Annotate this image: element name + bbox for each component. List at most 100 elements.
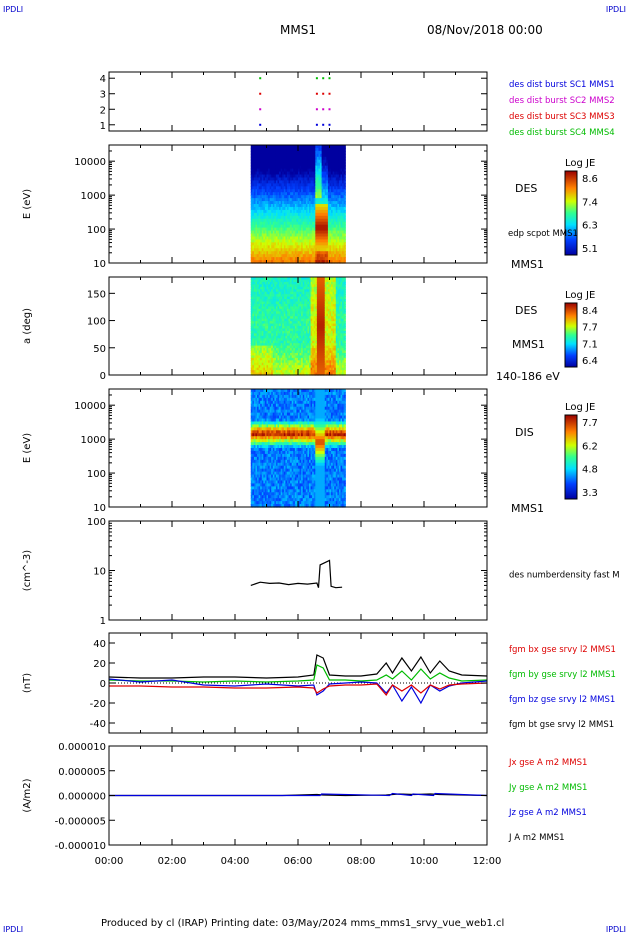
- heatmap-cell: [258, 257, 261, 261]
- heatmap-cell: [250, 284, 253, 288]
- heatmap-cell: [288, 180, 291, 184]
- heatmap-cell: [282, 221, 285, 226]
- heatmap-cell: [326, 257, 329, 261]
- heatmap-cell: [329, 195, 332, 199]
- heatmap-cell: [310, 224, 313, 229]
- heatmap-cell: [293, 168, 296, 173]
- heatmap-cell: [271, 209, 274, 214]
- heatmap-cell: [253, 338, 257, 342]
- heatmap-cell: [334, 150, 337, 155]
- heatmap-cell: [343, 242, 346, 246]
- heatmap-cell: [301, 281, 304, 285]
- heatmap-cell: [323, 177, 326, 181]
- heatmap-cell: [332, 308, 335, 312]
- heatmap-cell: [260, 212, 263, 217]
- heatmap-cell: [302, 335, 305, 339]
- heatmap-cell: [255, 153, 258, 158]
- heatmap-cell: [279, 357, 282, 361]
- heatmap-cell: [279, 221, 282, 226]
- heatmap-cell: [250, 367, 253, 371]
- heatmap-cell: [264, 177, 268, 181]
- heatmap-cell: [337, 345, 340, 349]
- heatmap-cell: [304, 357, 307, 361]
- heatmap-cell: [304, 294, 307, 298]
- heatmap-cell: [266, 360, 269, 364]
- heatmap-cell: [269, 251, 272, 255]
- heatmap-cell: [335, 180, 338, 184]
- heatmap-cell: [290, 308, 293, 312]
- heatmap-cell: [298, 338, 301, 342]
- heatmap-cell: [277, 333, 280, 337]
- heatmap-cell: [304, 291, 307, 295]
- heatmap-cell: [260, 345, 263, 349]
- heatmap-cell: [310, 318, 313, 322]
- heatmap-cell: [283, 284, 286, 288]
- heatmap-cell: [272, 299, 275, 303]
- heatmap-cell: [323, 311, 326, 315]
- heatmap-cell: [313, 323, 316, 327]
- heatmap-cell: [285, 242, 288, 246]
- heatmap-cell: [263, 204, 266, 208]
- heatmap-cell: [261, 204, 264, 208]
- heatmap-cell: [258, 360, 261, 364]
- heatmap-cell: [269, 168, 272, 173]
- heatmap-cell: [316, 177, 320, 181]
- heatmap-cell: [301, 218, 304, 223]
- heatmap-cell: [305, 294, 309, 298]
- heatmap-cell: [305, 145, 309, 149]
- heatmap-cell: [268, 289, 271, 293]
- heatmap-cell: [264, 165, 268, 170]
- heatmap-cell: [299, 291, 302, 295]
- heatmap-cell: [332, 306, 335, 310]
- heatmap-cell: [305, 171, 309, 176]
- heatmap-cell: [343, 174, 346, 179]
- heatmap-cell: [307, 177, 310, 181]
- heatmap-cell: [275, 260, 279, 264]
- heatmap-cell: [313, 224, 316, 229]
- heatmap-cell: [274, 326, 277, 330]
- heatmap-cell: [320, 204, 323, 208]
- heatmap-cell: [305, 150, 309, 155]
- heatmap-cell: [266, 367, 269, 371]
- heatmap-cell: [340, 236, 343, 240]
- heatmap-cell: [293, 233, 296, 238]
- heatmap-cell: [307, 318, 310, 322]
- heatmap-cell: [309, 257, 312, 261]
- heatmap-cell: [274, 294, 277, 298]
- heatmap-cell: [327, 323, 331, 327]
- heatmap-cell: [253, 171, 257, 176]
- heatmap-cell: [305, 372, 309, 376]
- heatmap-cell: [290, 277, 293, 281]
- heatmap-cell: [331, 209, 334, 214]
- heatmap-cell: [323, 186, 326, 190]
- heatmap-cell: [294, 338, 298, 342]
- heatmap-cell: [282, 340, 285, 344]
- heatmap-cell: [316, 218, 320, 223]
- heatmap-cell: [277, 330, 280, 334]
- heatmap-cell: [294, 165, 298, 170]
- heatmap-cell: [305, 189, 309, 193]
- heatmap-cell: [335, 318, 338, 322]
- heatmap-cell: [296, 156, 299, 161]
- heatmap-cell: [271, 345, 274, 349]
- heatmap-cell: [252, 343, 255, 347]
- heatmap-cell: [288, 177, 291, 181]
- heatmap-cell: [299, 218, 302, 223]
- heatmap-cell: [343, 162, 346, 167]
- heatmap-cell: [285, 168, 288, 173]
- heatmap-cell: [271, 201, 274, 205]
- heatmap-cell: [279, 189, 282, 193]
- heatmap-cell: [316, 254, 320, 258]
- heatmap-cell: [316, 318, 320, 322]
- heatmap-cell: [274, 180, 277, 184]
- heatmap-cell: [301, 340, 304, 344]
- heatmap-cell: [269, 350, 272, 354]
- heatmap-cell: [260, 335, 263, 339]
- heatmap-cell: [321, 257, 324, 261]
- heatmap-cell: [282, 251, 285, 255]
- heatmap-cell: [296, 204, 299, 208]
- heatmap-cell: [268, 357, 271, 361]
- heatmap-cell: [263, 162, 266, 167]
- heatmap-cell: [291, 323, 294, 327]
- heatmap-cell: [283, 306, 286, 310]
